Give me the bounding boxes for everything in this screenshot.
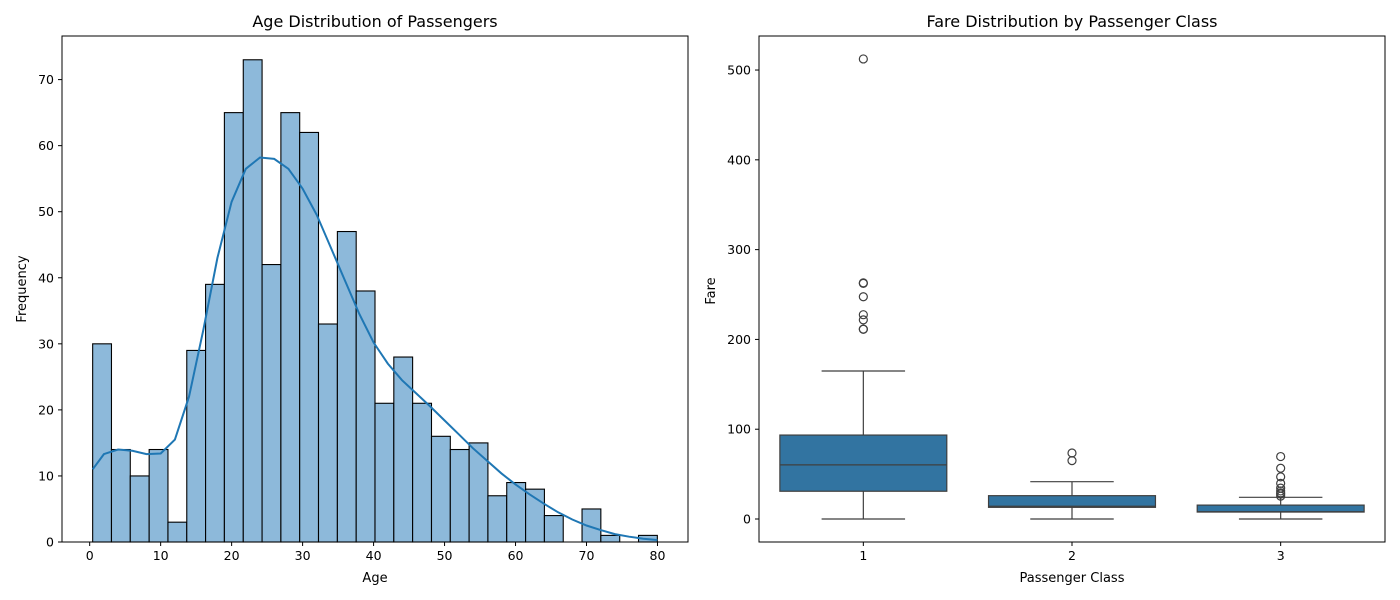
histogram-bar [205,283,225,543]
y-tick-label: 500 [727,63,751,78]
x-tick-label: 0 [86,548,94,563]
y-tick-label: 0 [46,535,54,550]
x-tick-label: 3 [1277,548,1285,563]
histogram-y-axis-label: Frequency [15,255,30,322]
outlier-point [858,324,868,334]
y-tick-label: 10 [38,468,54,483]
x-tick-label: 80 [650,548,666,563]
histogram-bar [280,112,301,543]
outlier-point [1276,483,1286,493]
histogram-bar [299,131,320,543]
box [987,495,1157,508]
outlier-point [858,278,868,288]
histogram-bar [110,448,131,543]
y-tick-label: 50 [38,204,54,219]
histogram-bar [223,112,244,543]
histogram-y-ticks: 0 10 20 30 40 50 60 70 [38,72,62,550]
boxplot-title: Fare Distribution by Passenger Class [927,12,1218,31]
histogram-bar [242,59,263,543]
histogram-bar [336,230,357,543]
x-tick-label: 50 [437,548,453,563]
histogram-bar [167,521,188,543]
histogram-title: Age Distribution of Passengers [252,12,497,31]
boxplot-x-axis-label: Passenger Class [1020,571,1125,586]
x-tick-label: 40 [366,548,382,563]
y-tick-label: 60 [38,138,54,153]
histogram-bar [148,448,169,543]
y-tick-label: 300 [727,242,751,257]
outlier-point [858,310,868,320]
histogram-bar [261,264,282,543]
histogram-bar [487,495,508,543]
outlier-point [858,292,868,302]
boxplot-plot-frame [758,35,1386,543]
histogram-bar [129,475,150,543]
outlier-point [1276,463,1286,473]
outlier-point [1276,472,1286,482]
outlier-point [1276,451,1286,462]
x-tick-label: 70 [579,548,595,563]
y-tick-label: 20 [38,402,54,417]
outlier-point [858,54,868,64]
histogram-bar [374,402,395,543]
outlier-point [1276,478,1286,488]
boxplot-y-axis-label: Fare [704,277,719,304]
y-tick-label: 70 [38,72,54,87]
histogram-plot-frame [61,35,689,543]
histogram-bar [449,448,470,543]
boxplot-panel: Fare Distribution by Passenger Class 1 2 3… [704,12,1386,586]
histogram-panel: Age Distribution of Passengers 0 10 20 30 40… [15,12,689,586]
histogram-bar [92,343,113,543]
x-tick-label: 20 [224,548,240,563]
x-tick-label: 1 [859,548,867,563]
y-tick-label: 400 [727,152,751,167]
histogram-bar [506,481,527,543]
box [1196,504,1365,513]
histogram-x-ticks: 0 10 20 30 40 50 60 70 80 [86,542,666,563]
outlier-point [1067,448,1077,458]
outlier-point [858,315,868,325]
histogram-bar [430,435,451,543]
boxplot-boxes [779,54,1365,520]
x-tick-label: 10 [153,548,169,563]
boxplot-y-ticks: 0 100 200 300 400 500 [727,63,759,527]
histogram-x-axis-label: Age [362,571,387,586]
x-tick-label: 30 [295,548,311,563]
y-tick-label: 0 [743,512,751,527]
y-tick-label: 30 [38,336,54,351]
histogram-bar [543,515,564,543]
histogram-bar [317,323,338,543]
box [779,434,948,492]
y-tick-label: 100 [727,422,751,437]
kde-curve [91,156,658,541]
x-tick-label: 60 [508,548,524,563]
y-tick-label: 200 [727,332,751,347]
histogram-bar [186,349,207,543]
histogram-bars [92,59,658,543]
histogram-bar [412,402,433,543]
y-tick-label: 40 [38,270,54,285]
boxplot-x-ticks: 1 2 3 [859,542,1285,563]
histogram-bar [600,534,621,543]
histogram-bar [393,356,414,543]
x-tick-label: 2 [1068,548,1076,563]
